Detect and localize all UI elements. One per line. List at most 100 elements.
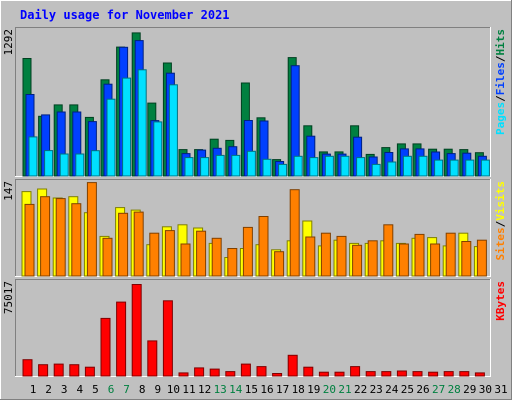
x-tick-label: 12 [198, 383, 211, 396]
pages-bar [324, 155, 334, 177]
pages-bar [200, 157, 210, 177]
pages-bar [75, 153, 85, 177]
hits-y-max-label: 1292 [2, 29, 15, 56]
sites-bar [196, 230, 207, 277]
kbytes-bar [38, 364, 49, 377]
pages-bar [246, 150, 256, 177]
kbytes-bar [303, 366, 314, 377]
x-tick-label: 16 [260, 383, 273, 396]
pages-bar [106, 98, 116, 177]
pages-bar [465, 159, 475, 177]
x-tick-label: 3 [61, 383, 68, 396]
pages-bar [59, 153, 69, 177]
kbytes-y-max-label: 75017 [2, 281, 15, 314]
x-tick-label: 25 [401, 383, 414, 396]
pages-bar [278, 163, 288, 177]
x-tick-label: 15 [245, 383, 258, 396]
sites-bar [289, 189, 300, 277]
x-tick-label: 28 [448, 383, 461, 396]
pages-bar [449, 159, 459, 177]
kbytes-bar [131, 284, 142, 377]
sites-bar [102, 237, 113, 277]
kbytes-bar [69, 364, 80, 377]
pages-bar [418, 155, 428, 177]
sites-bar [149, 232, 160, 277]
sites-bar [445, 232, 456, 277]
sites-bar [352, 244, 363, 277]
x-tick-label: 29 [463, 383, 476, 396]
x-tick-label: 23 [370, 383, 383, 396]
kbytes-bar [178, 372, 189, 377]
kbytes-bar [443, 371, 454, 377]
kbytes-bar [256, 366, 267, 377]
sites-bar [274, 251, 285, 277]
sites-bar [258, 216, 269, 277]
kbytes-bar [365, 371, 376, 377]
kbytes-bar [53, 363, 64, 377]
x-tick-label: 5 [92, 383, 99, 396]
x-tick-label: 6 [108, 383, 115, 396]
pages-bar [184, 157, 194, 177]
pages-bar [434, 159, 444, 177]
kbytes-bar [459, 371, 470, 377]
kbytes-bar [162, 300, 173, 377]
visits-panel: 147 Sites/Visits [2, 179, 507, 277]
kbytes-bar [225, 371, 236, 377]
kbytes-bar [318, 371, 329, 377]
kbytes-bar [209, 368, 220, 377]
x-tick-label: 14 [229, 383, 243, 396]
pages-bar [262, 158, 272, 177]
pages-bar [340, 155, 350, 177]
x-tick-label: 8 [139, 383, 146, 396]
x-tick-label: 22 [354, 383, 367, 396]
sites-bar [305, 236, 316, 277]
sites-bar [461, 241, 472, 277]
kbytes-bar [272, 373, 283, 377]
sites-bar [40, 196, 51, 277]
x-tick-label: 2 [45, 383, 52, 396]
axis-label-part: Pages [494, 102, 507, 135]
x-tick-label: 24 [385, 383, 399, 396]
visits-axis-label: Sites/Visits [494, 181, 507, 261]
sites-bar [476, 239, 487, 277]
kbytes-bar [350, 366, 361, 377]
x-tick-label: 1 [30, 383, 37, 396]
x-tick-label: 31 [494, 383, 507, 396]
axis-label-part: / [494, 55, 507, 62]
kbytes-axis-label: KBytes [494, 281, 507, 321]
pages-bar [137, 69, 147, 177]
pages-bar [356, 157, 366, 177]
x-tick-label: 19 [307, 383, 320, 396]
x-tick-label: 4 [76, 383, 83, 396]
x-tick-label: 20 [323, 383, 336, 396]
axis-label-part: KBytes [494, 281, 507, 321]
sites-bar [414, 233, 425, 277]
x-tick-label: 11 [182, 383, 195, 396]
pages-bar [402, 155, 412, 177]
kbytes-bar [396, 370, 407, 377]
pages-bar [153, 121, 163, 177]
pages-bar [122, 77, 132, 177]
pages-bar [231, 154, 241, 177]
x-tick-label: 17 [276, 383, 289, 396]
x-tick-label: 18 [292, 383, 305, 396]
pages-bar [480, 159, 490, 177]
kbytes-bar [194, 367, 205, 377]
pages-bar [293, 155, 303, 177]
kbytes-plot-area [15, 279, 491, 377]
sites-bar [383, 224, 394, 277]
kbytes-bar [474, 372, 485, 377]
pages-bar [371, 163, 381, 177]
kbytes-bar [381, 371, 392, 377]
x-tick-label: 7 [123, 383, 130, 396]
kbytes-bar [22, 359, 33, 377]
sites-bar [430, 243, 441, 277]
sites-bar [118, 212, 129, 277]
x-tick-label: 21 [338, 383, 351, 396]
pages-bar [90, 150, 100, 177]
x-tick-label: 13 [214, 383, 227, 396]
kbytes-bar [412, 371, 423, 377]
chart-title: Daily usage for November 2021 [20, 8, 230, 22]
axis-label-part: Hits [494, 29, 507, 56]
